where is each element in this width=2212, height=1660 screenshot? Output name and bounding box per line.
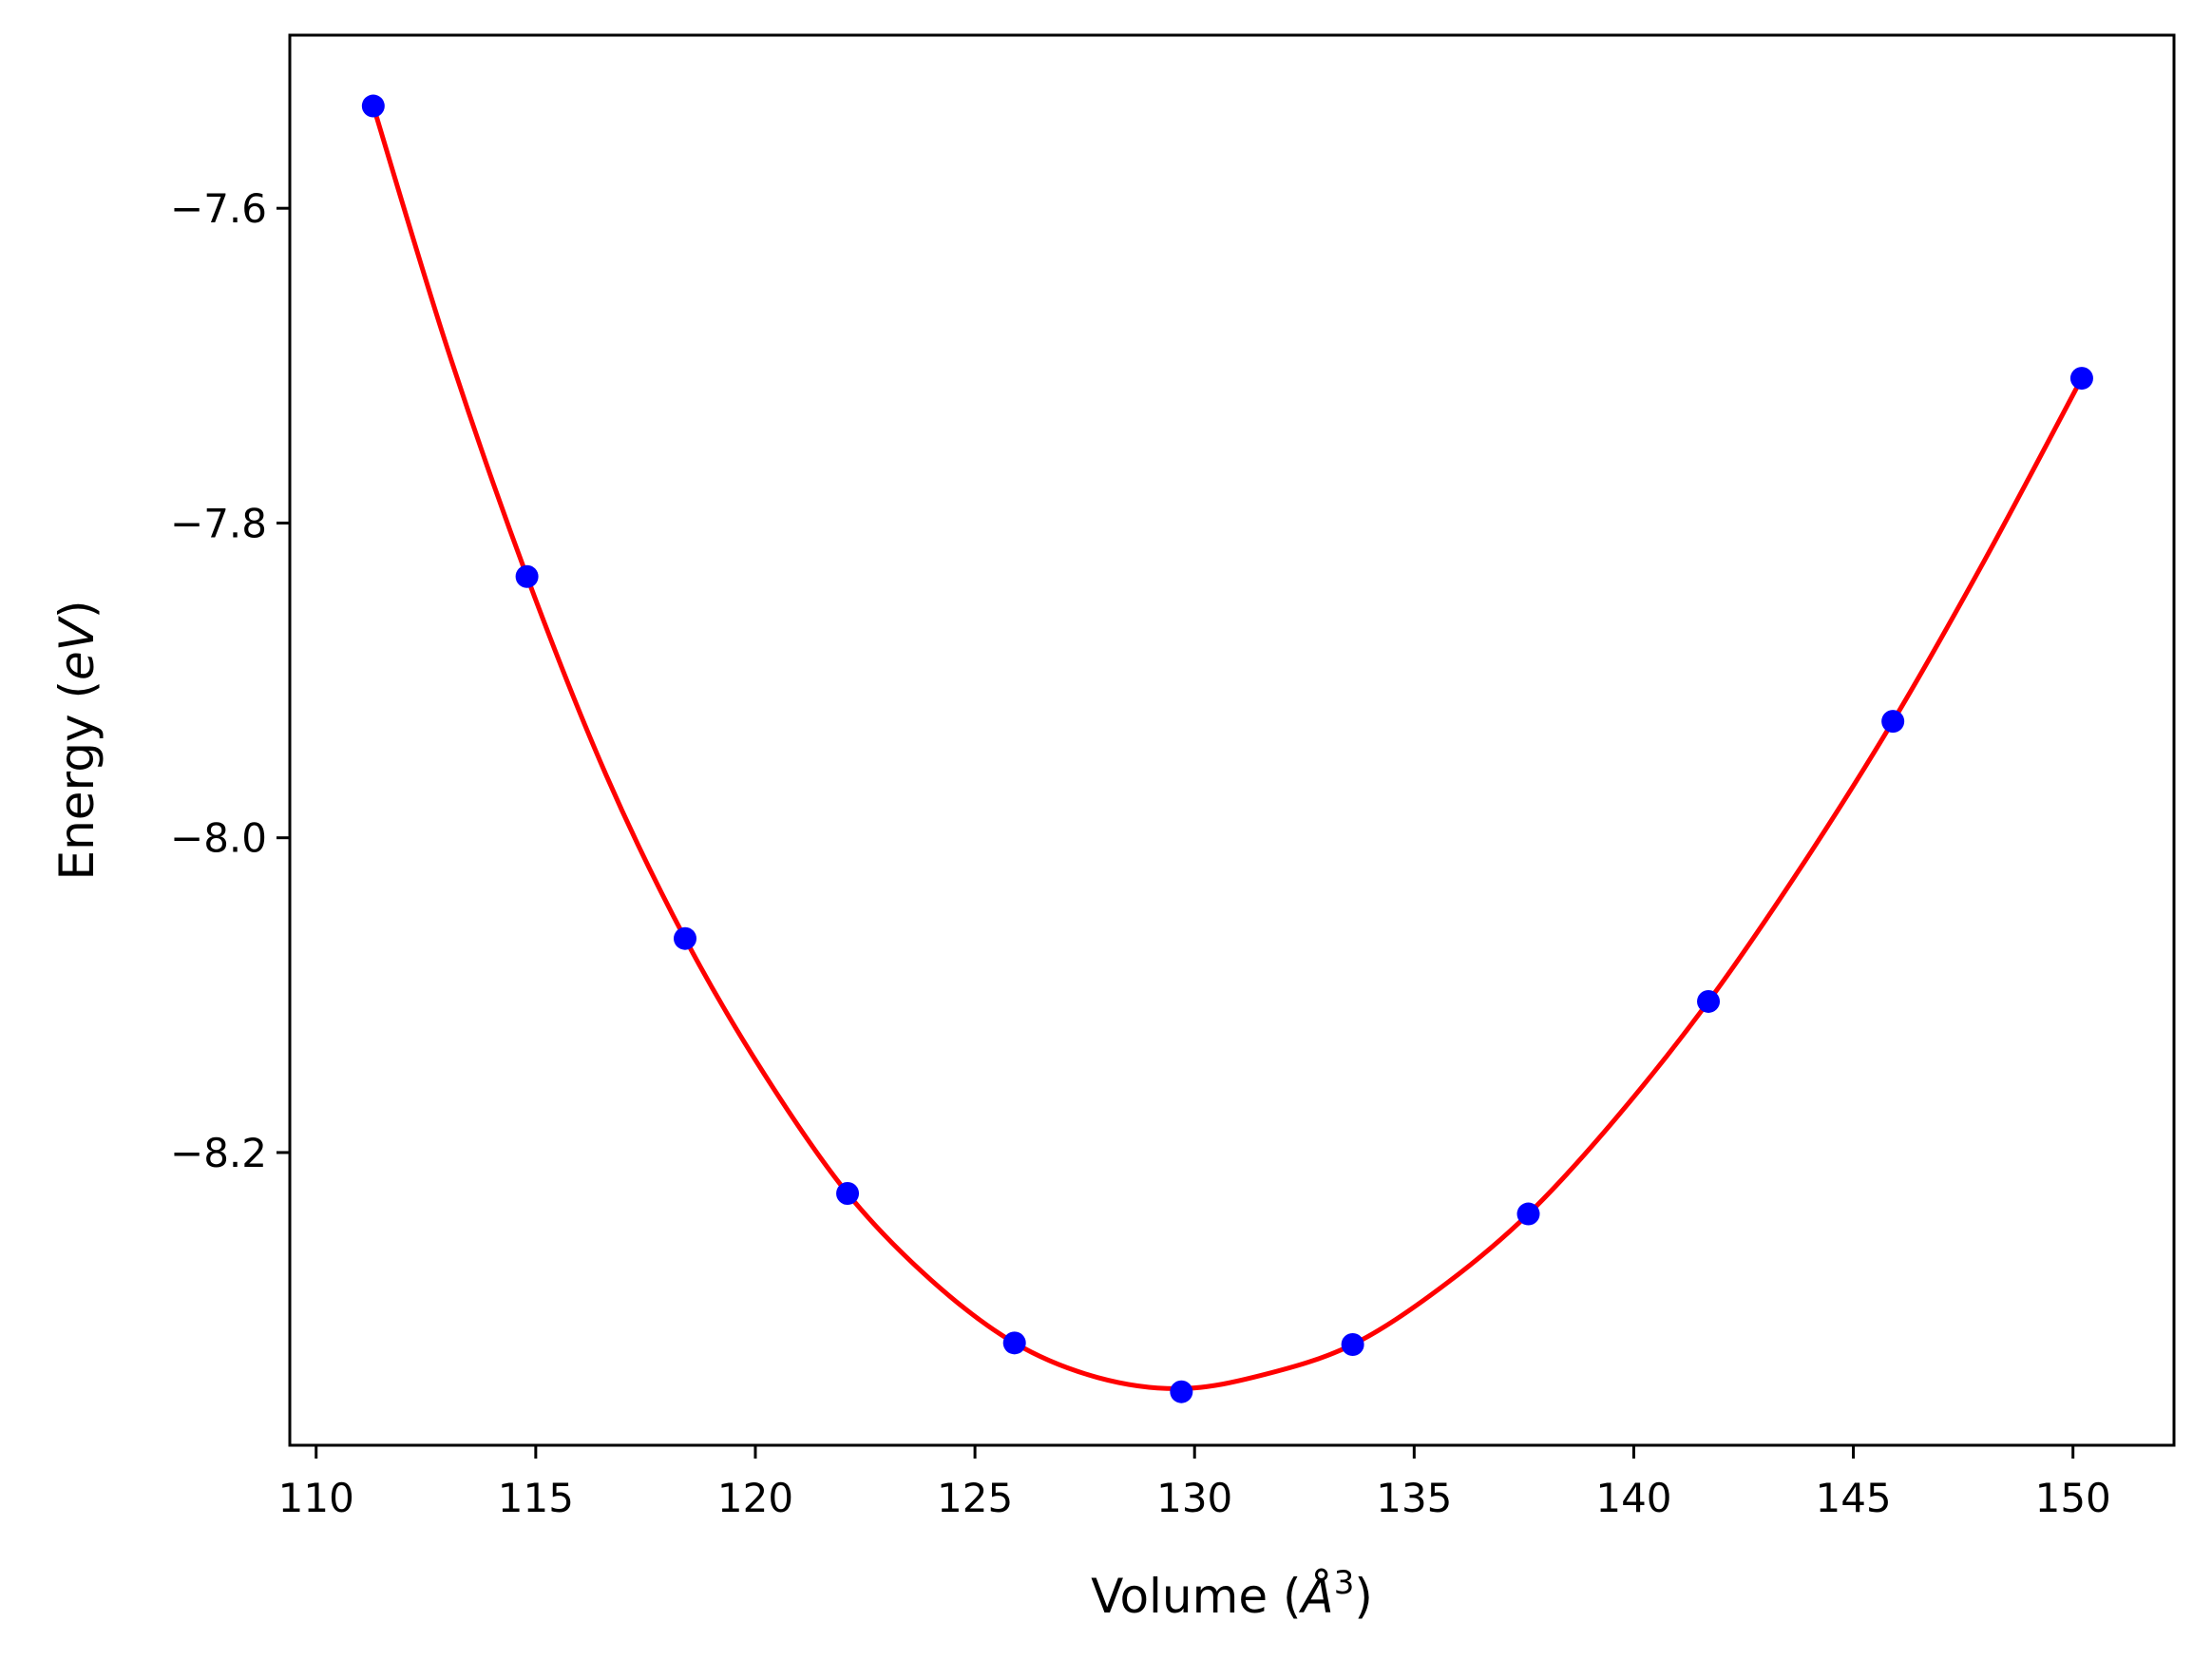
data-point	[1341, 1333, 1364, 1356]
data-point	[2069, 367, 2093, 391]
data-point	[361, 94, 385, 118]
plot-area	[361, 94, 2093, 1403]
data-point	[1516, 1202, 1540, 1226]
y-tick-label: −8.0	[170, 815, 267, 862]
y-axis-label: Energy (eV)	[49, 601, 105, 881]
x-tick-label: 110	[278, 1475, 354, 1521]
y-tick-label: −8.2	[170, 1130, 267, 1176]
x-tick-label: 135	[1376, 1475, 1452, 1521]
data-point	[515, 564, 539, 588]
x-tick-label: 120	[717, 1475, 793, 1521]
x-tick-label: 130	[1156, 1475, 1232, 1521]
data-point	[1697, 989, 1721, 1013]
x-tick-label: 115	[498, 1475, 574, 1521]
y-tick-label: −7.8	[170, 500, 267, 546]
axes-frame	[288, 33, 2176, 1447]
data-point	[836, 1182, 860, 1205]
y-tick-label: −7.6	[170, 185, 267, 232]
data-point	[674, 926, 697, 950]
x-tick-label: 150	[2035, 1475, 2111, 1521]
fit-curve	[371, 105, 2085, 1391]
x-axis-label: Volume (Å3)	[1091, 1564, 1373, 1624]
axis-ticks: 110 115 120 125 130 135 140 145 150 −7.6 −7.8 −8.0 −…	[170, 185, 2111, 1521]
data-point	[1002, 1331, 1026, 1355]
x-tick-label: 125	[937, 1475, 1013, 1521]
data-point	[1170, 1380, 1193, 1403]
x-tick-label: 140	[1595, 1475, 1671, 1521]
data-point	[1881, 710, 1905, 734]
x-tick-label: 145	[1815, 1475, 1891, 1521]
